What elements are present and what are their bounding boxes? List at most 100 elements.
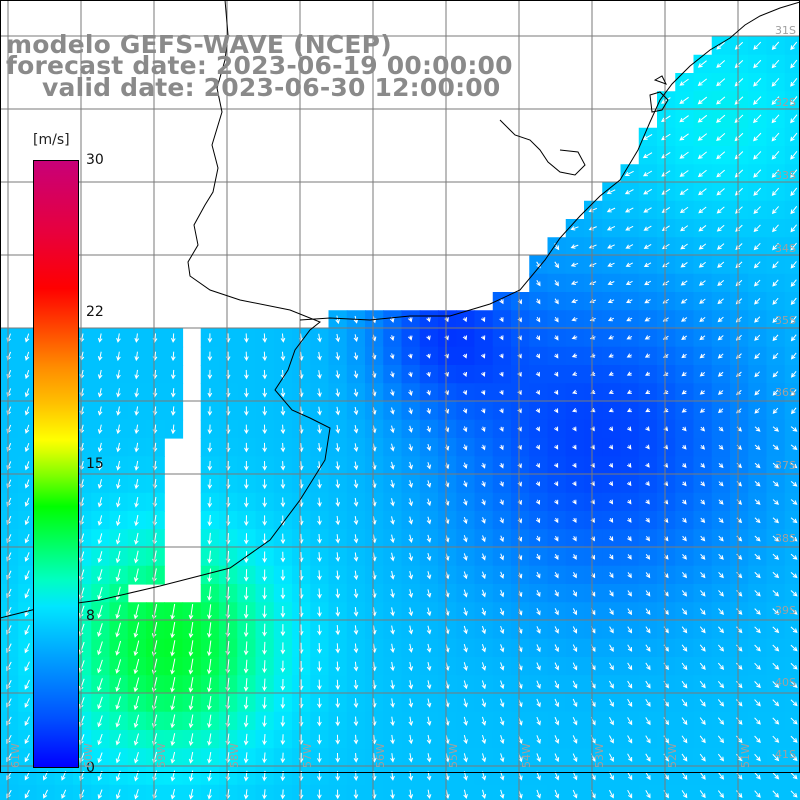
wind-arrow <box>463 516 468 525</box>
wind-arrow <box>280 388 286 398</box>
wind-arrow <box>679 151 689 159</box>
wind-arrow <box>536 698 541 708</box>
wind-arrow <box>426 443 432 452</box>
wind-arrow <box>24 753 30 763</box>
wind-arrow <box>699 717 706 725</box>
wind-arrow <box>390 661 395 672</box>
wind-arrow <box>771 59 780 69</box>
wind-arrow <box>280 734 286 746</box>
wind-arrow <box>280 461 286 471</box>
wind-arrow <box>97 442 103 453</box>
wind-arrow <box>480 371 486 377</box>
wind-arrow <box>608 444 614 450</box>
wind-arrow <box>717 680 725 689</box>
wind-arrow <box>681 699 688 707</box>
wind-arrow <box>170 751 176 764</box>
wind-arrow <box>627 572 632 579</box>
wind-arrow <box>772 352 779 360</box>
colorbar <box>33 160 79 768</box>
wind-arrow <box>572 680 578 689</box>
wind-cell <box>784 693 800 713</box>
wind-arrow <box>335 497 341 507</box>
wind-arrow <box>572 444 577 450</box>
wind-arrow <box>554 298 559 305</box>
wind-arrow <box>754 772 761 780</box>
wind-arrow <box>554 499 559 505</box>
wind-cell <box>784 237 800 257</box>
wind-arrow <box>280 351 286 362</box>
wind-arrow <box>772 444 779 450</box>
wind-arrow <box>280 551 286 563</box>
wind-arrow <box>772 790 780 798</box>
wind-arrow <box>97 497 103 508</box>
wind-arrow <box>717 390 724 395</box>
wind-arrow <box>626 444 632 450</box>
wind-cell <box>784 164 800 184</box>
wind-arrow <box>97 678 103 692</box>
wind-arrow <box>481 571 486 580</box>
wind-arrow <box>243 641 249 656</box>
coastline <box>0 0 800 619</box>
wind-arrow <box>699 644 706 652</box>
wind-arrow <box>207 388 213 398</box>
wind-arrow <box>116 460 121 471</box>
wind-arrow <box>206 658 212 675</box>
wind-arrow <box>97 641 103 656</box>
wind-arrow <box>572 407 578 413</box>
wind-arrow <box>698 225 707 232</box>
wind-arrow <box>353 661 359 672</box>
wind-arrow <box>681 753 688 762</box>
wind-arrow <box>681 317 688 322</box>
wind-arrow <box>718 499 724 505</box>
wind-arrow <box>717 771 725 780</box>
wind-cell <box>419 784 439 800</box>
wind-arrow <box>571 335 578 340</box>
wind-arrow <box>736 735 743 744</box>
wind-arrow <box>645 626 651 634</box>
wind-arrow <box>97 479 103 490</box>
wind-arrow <box>699 335 706 341</box>
wind-arrow <box>753 151 762 160</box>
wind-arrow <box>790 517 798 524</box>
wind-arrow <box>170 733 176 747</box>
wind-arrow <box>643 225 652 231</box>
wind-arrow <box>335 443 341 453</box>
wind-arrow <box>644 280 652 286</box>
wind-arrow <box>536 553 541 561</box>
wind-arrow <box>24 388 30 398</box>
wind-arrow <box>718 517 724 524</box>
wind-arrow <box>609 626 614 634</box>
wind-arrow <box>535 444 540 450</box>
wind-arrow <box>717 408 724 414</box>
wind-arrow <box>280 678 286 691</box>
wind-arrow <box>736 571 743 579</box>
wind-arrow <box>426 716 432 726</box>
wind-arrow <box>280 605 286 618</box>
wind-arrow <box>408 552 414 562</box>
wind-arrow <box>133 677 140 693</box>
wind-arrow <box>625 280 633 285</box>
wind-arrow <box>536 771 541 781</box>
wind-arrow <box>753 169 762 178</box>
wind-arrow <box>463 680 468 690</box>
wind-arrow <box>554 279 559 287</box>
wind-arrow <box>499 553 505 561</box>
wind-arrow <box>626 462 632 468</box>
wind-arrow <box>698 243 707 250</box>
wind-arrow <box>207 406 213 416</box>
wind-arrow <box>408 461 413 470</box>
wind-arrow <box>115 659 122 674</box>
wind-arrow <box>24 461 30 471</box>
wind-arrow <box>554 716 560 726</box>
wind-cell <box>784 109 800 129</box>
wind-arrow <box>115 550 121 564</box>
wind-arrow <box>554 353 559 359</box>
wind-arrow <box>280 569 286 582</box>
wind-arrow <box>243 659 249 674</box>
wind-cell <box>784 91 800 111</box>
lat-label: 32S <box>775 96 796 109</box>
wind-arrow <box>718 444 724 450</box>
wind-arrow <box>717 280 725 287</box>
wind-arrow <box>390 680 395 690</box>
